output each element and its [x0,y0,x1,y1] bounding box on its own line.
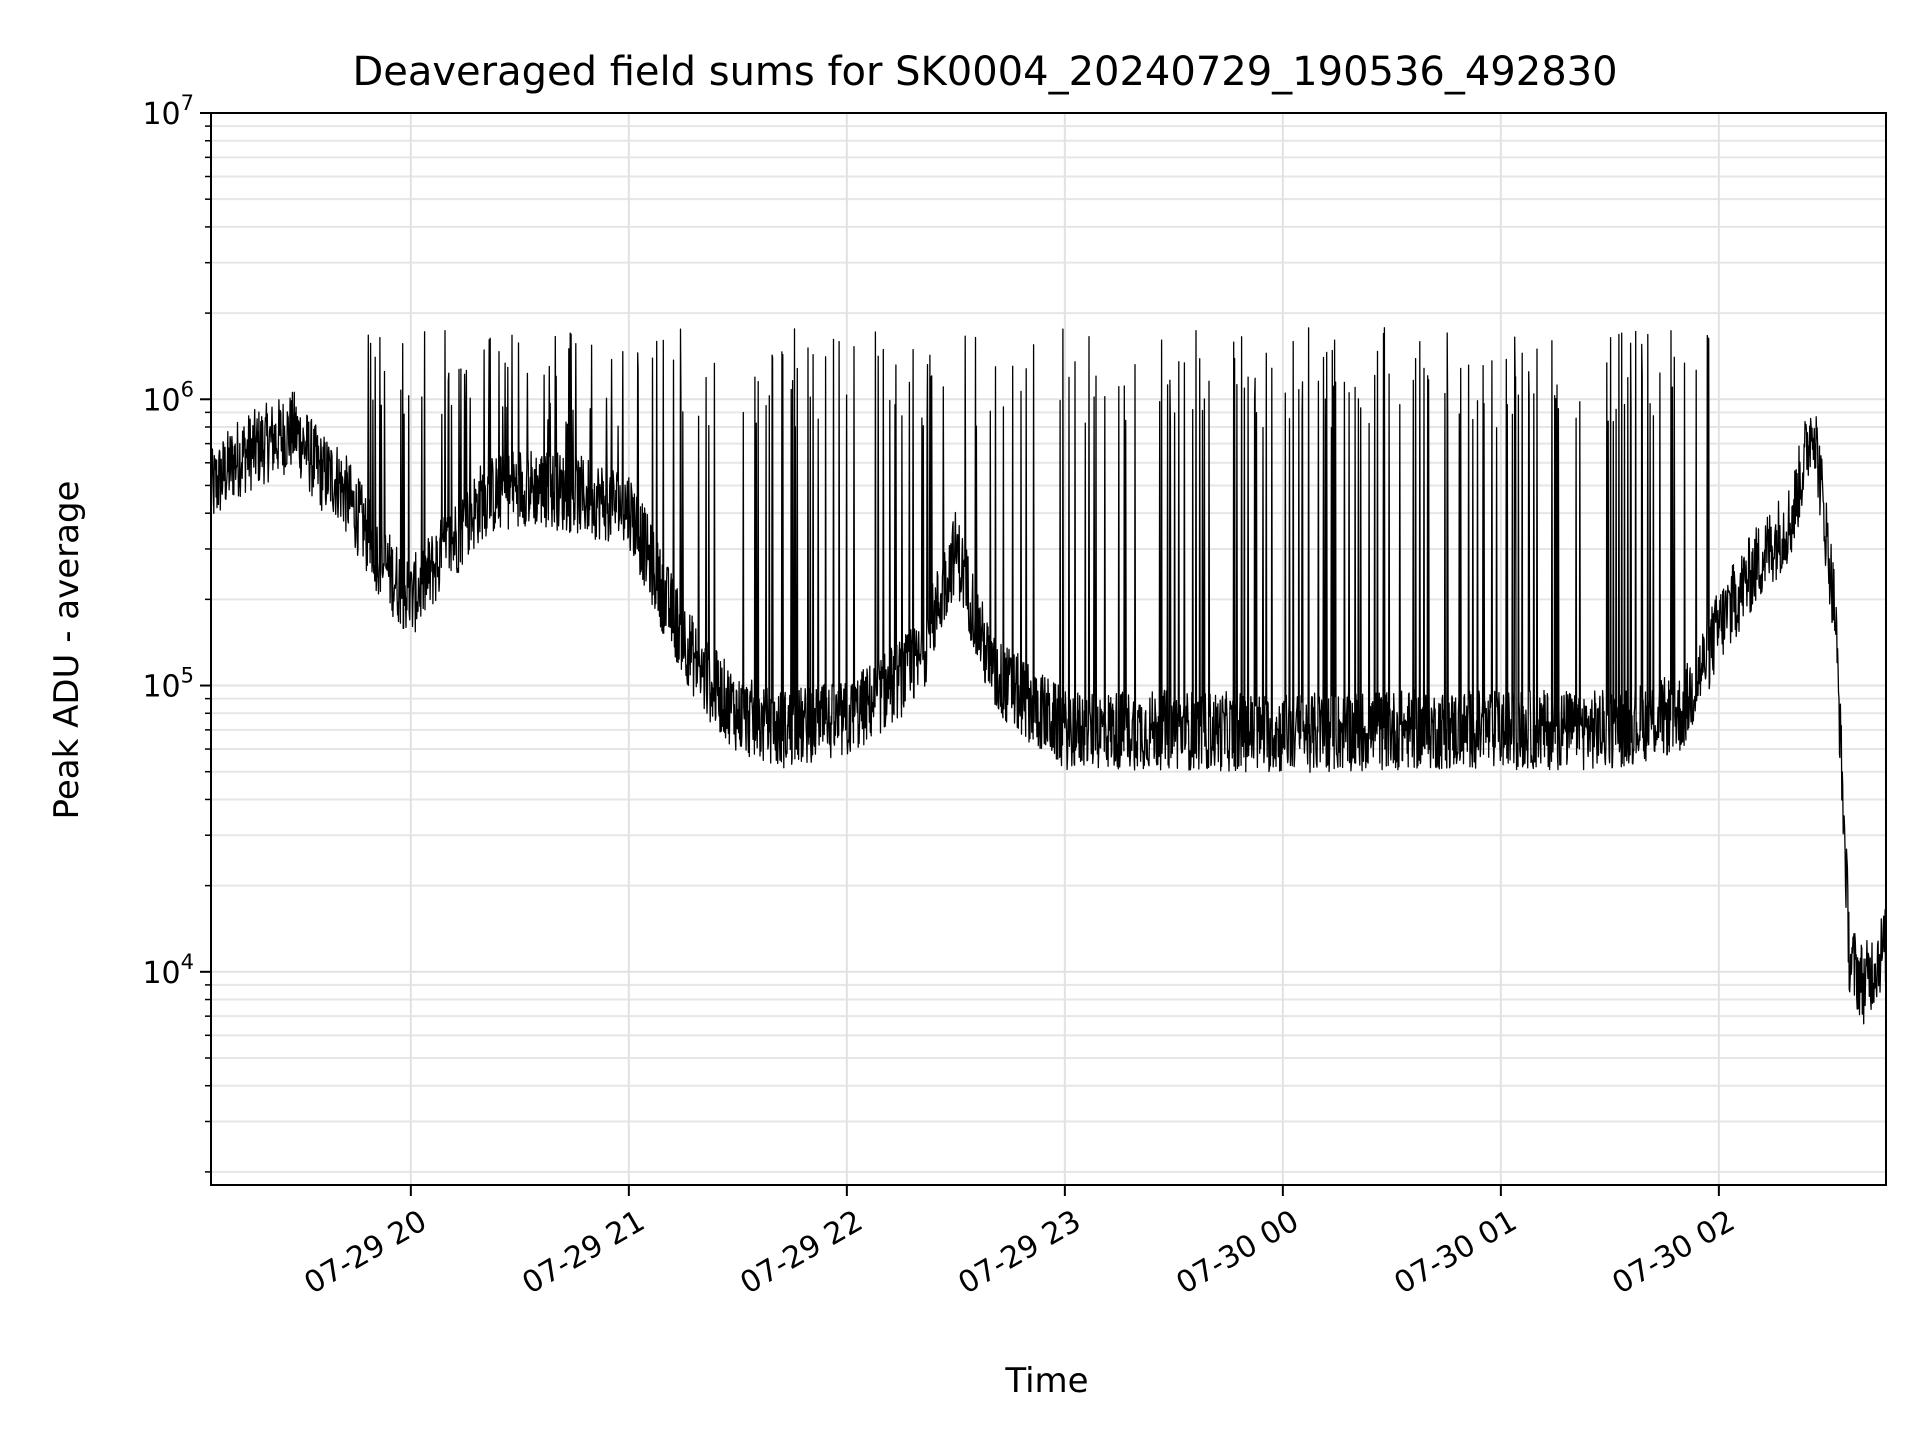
y-tick-label: 105 [142,664,194,705]
y-tick-label: 104 [142,950,194,991]
series-line [210,327,1887,1025]
plot-frame [210,112,1887,1186]
y-tick-label: 106 [142,377,194,418]
x-axis-label: Time [1004,1361,1088,1401]
x-tick-label: 07-29 22 [735,1204,869,1302]
chart-title: Deaveraged field sums for SK0004_2024072… [352,49,1617,95]
x-tick-label: 07-29 20 [299,1204,433,1302]
y-axis-label: Peak ADU - average [47,481,87,820]
x-tick-label: 07-29 23 [953,1204,1087,1302]
x-tick-label: 07-30 00 [1171,1204,1305,1302]
x-tick-label: 07-29 21 [517,1204,651,1302]
y-tick-label: 107 [142,91,194,132]
x-tick-label: 07-30 02 [1607,1204,1741,1302]
x-tick-label: 07-30 01 [1389,1204,1523,1302]
series-layer [210,327,1887,1025]
